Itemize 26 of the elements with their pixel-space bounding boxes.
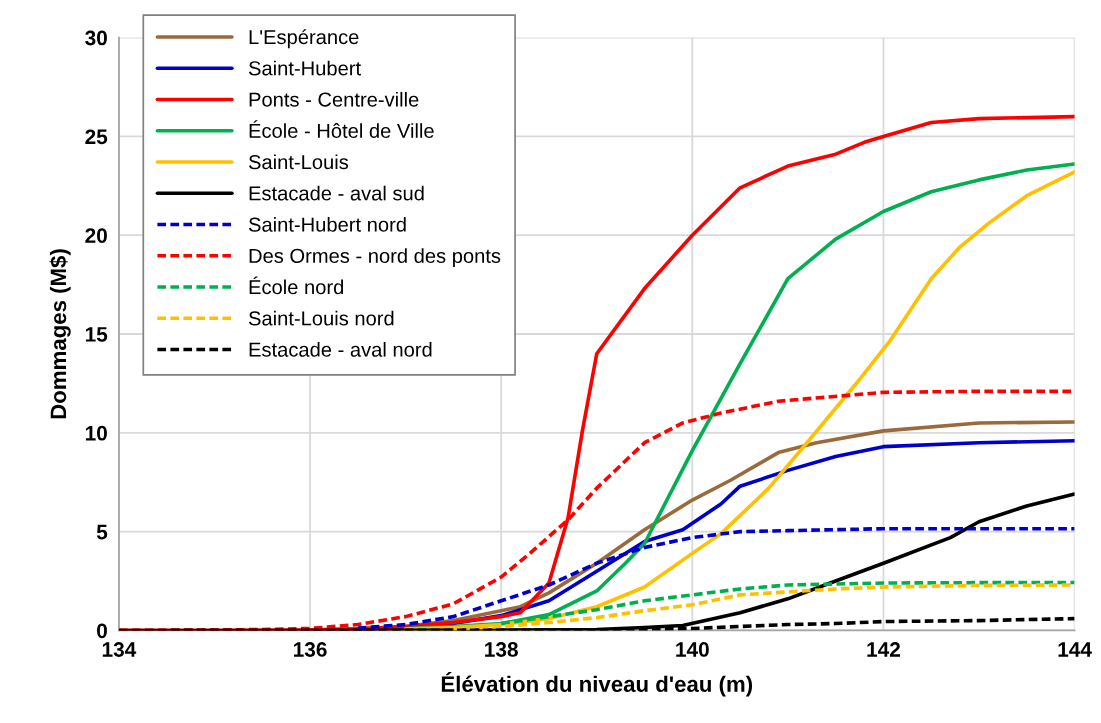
y-tick-label: 15: [85, 327, 108, 342]
legend-label: Ponts - Centre-ville: [249, 91, 419, 107]
y-tick-label: 5: [96, 524, 108, 540]
y-axis-title: Dommages (M$): [49, 249, 71, 419]
legend-label: Des Ormes - nord des ponts: [249, 248, 501, 267]
y-tick-label: 10: [85, 425, 107, 441]
legend-label: Saint-Louis nord: [248, 310, 394, 326]
x-axis-title: Élévation du niveau d'eau (m): [441, 672, 753, 697]
x-tick-label: 142: [867, 642, 900, 657]
y-tick-label: 25: [85, 129, 108, 145]
x-tick-label: 140: [676, 642, 709, 657]
x-tick-label: 144: [1058, 642, 1092, 657]
legend-label: Saint-Hubert: [248, 60, 361, 76]
legend-label: École - Hôtel de Ville: [249, 120, 434, 138]
legend-label: Estacade - aval nord: [249, 341, 432, 357]
x-tick-label: 136: [293, 642, 327, 657]
y-tick-label: 20: [85, 228, 107, 243]
x-tick-label: 138: [485, 642, 518, 657]
y-tick-label: 30: [85, 30, 107, 46]
x-tick-label: 134: [102, 642, 137, 657]
legend-label: L'Espérance: [249, 29, 359, 49]
legend-label: Saint-Louis: [248, 154, 349, 170]
y-tick-label: 0: [97, 623, 107, 639]
legend-label: Saint-Hubert nord: [248, 216, 406, 232]
legend-label: École nord: [249, 276, 344, 295]
legend-label: Estacade - aval sud: [249, 185, 424, 201]
